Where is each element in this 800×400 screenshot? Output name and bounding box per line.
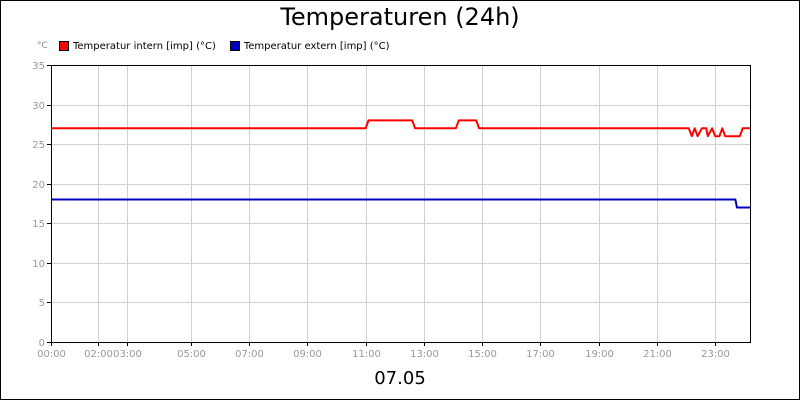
y-tick-label: 0 bbox=[39, 338, 45, 349]
date-label: 07.05 bbox=[374, 368, 426, 389]
y-tick-label: 5 bbox=[39, 298, 45, 309]
plot-border bbox=[51, 65, 751, 343]
y-tick-label: 10 bbox=[32, 259, 45, 270]
axes bbox=[47, 65, 751, 346]
x-tick-label: 19:00 bbox=[585, 349, 614, 360]
chart-title: Temperaturen (24h) bbox=[280, 3, 520, 31]
x-tick-label: 13:00 bbox=[410, 349, 439, 360]
x-tick-label: 21:00 bbox=[643, 349, 672, 360]
x-tick-label: 09:00 bbox=[293, 349, 322, 360]
y-axis-unit-label: °C bbox=[37, 41, 48, 51]
grid bbox=[51, 65, 750, 343]
legend-swatch-extern bbox=[229, 41, 240, 51]
x-tick-label: 03:00 bbox=[113, 349, 142, 360]
y-tick-label: 25 bbox=[32, 140, 45, 151]
y-tick-label: 30 bbox=[32, 101, 45, 112]
y-tick-label: 15 bbox=[32, 219, 45, 230]
legend-item-extern: Temperatur extern [imp] (°C) bbox=[229, 40, 390, 52]
x-tick-label: 11:00 bbox=[352, 349, 381, 360]
series-lines bbox=[51, 119, 750, 209]
x-tick-label: 15:00 bbox=[468, 349, 497, 360]
legend-item-intern: Temperatur intern [imp] (°C) bbox=[59, 41, 216, 52]
legend-label-intern: Temperatur intern [imp] (°C) bbox=[73, 40, 216, 52]
legend-label-extern: Temperatur extern [imp] (°C) bbox=[243, 40, 390, 52]
x-tick-label: 02:00 bbox=[84, 349, 113, 360]
x-tick-label: 17:00 bbox=[526, 349, 555, 360]
legend: Temperatur intern [imp] (°C) Temperatur … bbox=[59, 39, 404, 53]
x-tick-label: 23:00 bbox=[701, 349, 730, 360]
y-tick-label: 35 bbox=[32, 61, 45, 72]
x-tick-label: 07:00 bbox=[235, 349, 264, 360]
series-line-0 bbox=[51, 119, 750, 138]
tick-labels: 0 5 10 15 20 25 30 35 00:00 02:00 03:00 05:00 07:00 0… bbox=[32, 61, 730, 360]
x-tick-label: 00:00 bbox=[37, 349, 66, 360]
series-line-1 bbox=[51, 198, 750, 209]
legend-swatch-intern bbox=[59, 41, 69, 51]
y-tick-label: 20 bbox=[32, 180, 45, 191]
x-tick-label: 05:00 bbox=[177, 349, 206, 360]
